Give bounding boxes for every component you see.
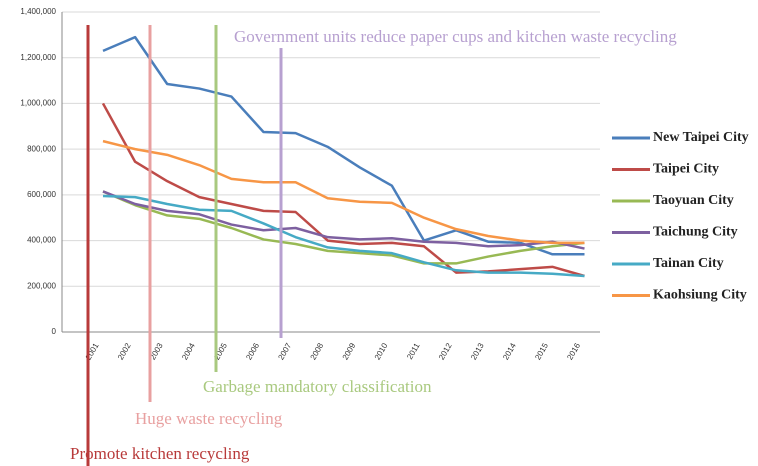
y-tick-label: 1,000,000 [20,99,56,108]
annotation-text: Government units reduce paper cups and k… [234,27,677,46]
x-tick-label: 2007 [276,341,293,361]
y-tick-label: 1,400,000 [20,7,56,16]
x-tick-label: 2014 [501,341,518,361]
x-tick-label: 2011 [405,341,422,361]
legend-label: New Taipei City [653,130,749,145]
legend-label: Taichung City [653,225,738,240]
annotation-text: Huge waste recycling [135,409,283,428]
x-tick-label: 2001 [84,341,101,361]
legend-label: Taoyuan City [653,193,734,208]
annotation-text: Garbage mandatory classification [203,377,432,396]
x-tick-label: 2004 [180,341,197,361]
x-tick-label: 2010 [373,341,390,361]
x-tick-label: 2008 [309,341,326,361]
y-tick-label: 200,000 [27,281,56,290]
y-tick-label: 1,200,000 [20,53,56,62]
x-tick-label: 2012 [437,341,454,361]
x-tick-label: 2016 [565,341,582,361]
annotation-text: Promote kitchen recycling [70,444,250,463]
series-line [101,102,585,278]
series-line [102,190,585,250]
y-tick-label: 800,000 [27,144,56,153]
y-tick-label: 400,000 [27,236,56,245]
x-tick-label: 2009 [341,341,358,361]
legend-label: Kaohsiung City [653,288,747,303]
y-tick-label: 0 [52,327,57,336]
legend-label: Tainan City [653,256,724,271]
x-tick-label: 2002 [116,341,133,361]
series-line [102,35,585,256]
series-line [102,139,585,245]
series-line [102,194,585,278]
x-tick-label: 2013 [469,341,486,361]
x-tick-label: 2006 [244,341,261,361]
y-tick-label: 600,000 [27,190,56,199]
legend-label: Taipei City [653,162,719,177]
x-tick-label: 2015 [533,341,550,361]
series-line [102,190,585,265]
